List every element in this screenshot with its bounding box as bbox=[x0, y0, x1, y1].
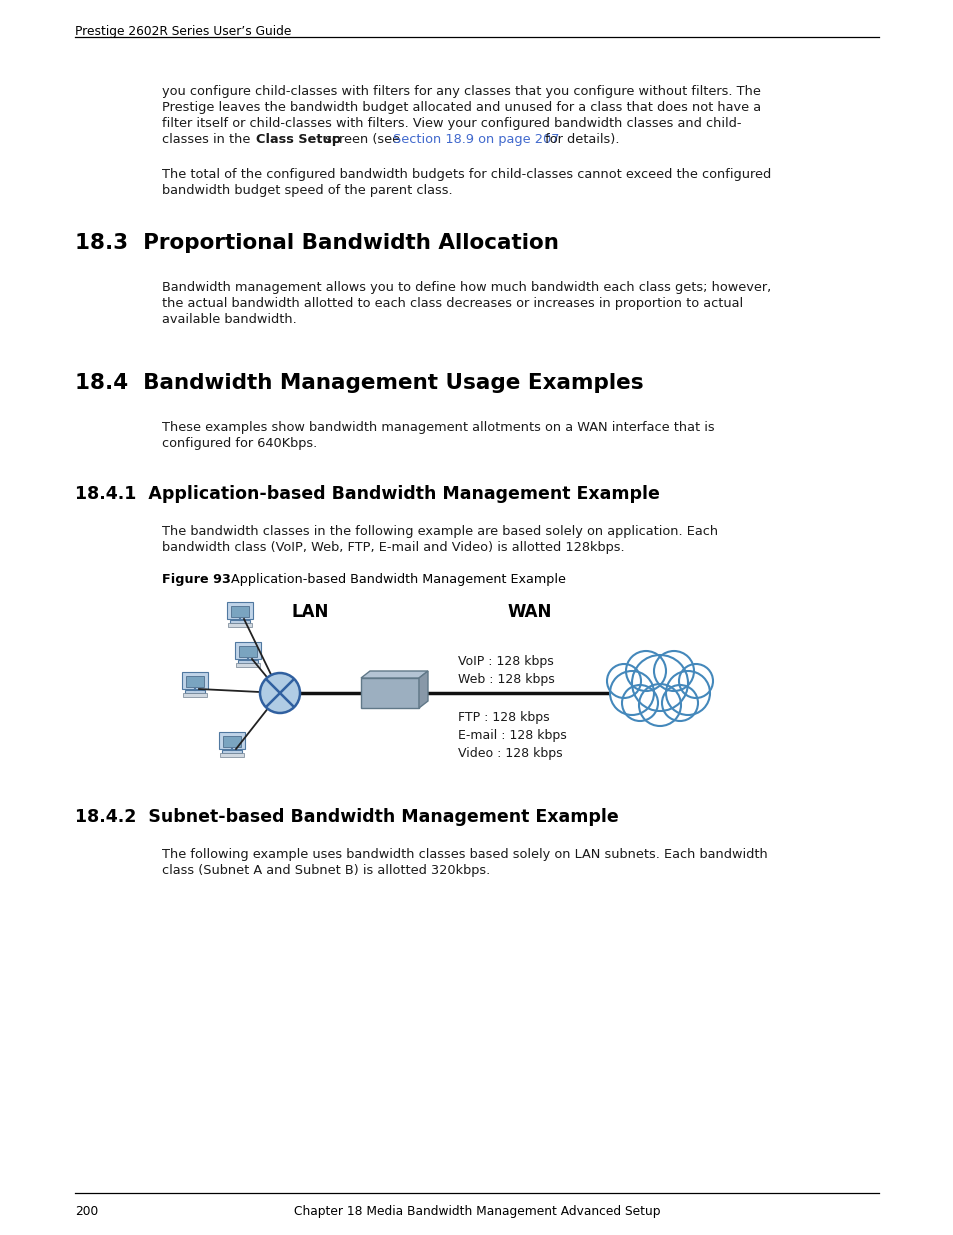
Circle shape bbox=[606, 664, 640, 698]
FancyBboxPatch shape bbox=[237, 659, 258, 663]
Text: Figure 93: Figure 93 bbox=[162, 573, 231, 585]
Text: class (Subnet A and Subnet B) is allotted 320kbps.: class (Subnet A and Subnet B) is allotte… bbox=[162, 864, 490, 877]
Circle shape bbox=[260, 673, 299, 713]
Text: WAN: WAN bbox=[507, 603, 552, 621]
Text: Video : 128 kbps: Video : 128 kbps bbox=[457, 747, 562, 760]
FancyBboxPatch shape bbox=[220, 753, 243, 757]
Text: the actual bandwidth allotted to each class decreases or increases in proportion: the actual bandwidth allotted to each cl… bbox=[162, 296, 742, 310]
Circle shape bbox=[625, 651, 665, 692]
FancyBboxPatch shape bbox=[234, 642, 261, 659]
Text: 200: 200 bbox=[75, 1205, 98, 1218]
Text: Chapter 18 Media Bandwidth Management Advanced Setup: Chapter 18 Media Bandwidth Management Ad… bbox=[294, 1205, 659, 1218]
Text: The total of the configured bandwidth budgets for child-classes cannot exceed th: The total of the configured bandwidth bu… bbox=[162, 168, 770, 182]
Text: LAN: LAN bbox=[291, 603, 329, 621]
FancyBboxPatch shape bbox=[182, 672, 208, 689]
Text: Application-based Bandwidth Management Example: Application-based Bandwidth Management E… bbox=[219, 573, 565, 585]
Circle shape bbox=[679, 664, 712, 698]
Text: available bandwidth.: available bandwidth. bbox=[162, 312, 296, 326]
FancyBboxPatch shape bbox=[231, 605, 249, 616]
Text: classes in the: classes in the bbox=[162, 133, 254, 146]
FancyBboxPatch shape bbox=[230, 620, 250, 622]
Text: bandwidth budget speed of the parent class.: bandwidth budget speed of the parent cla… bbox=[162, 184, 452, 198]
Text: 18.4  Bandwidth Management Usage Examples: 18.4 Bandwidth Management Usage Examples bbox=[75, 373, 643, 393]
Text: Prestige 2602R Series User’s Guide: Prestige 2602R Series User’s Guide bbox=[75, 25, 291, 38]
Text: FTP : 128 kbps: FTP : 128 kbps bbox=[457, 711, 549, 724]
Text: Section 18.9 on page 207: Section 18.9 on page 207 bbox=[393, 133, 558, 146]
Circle shape bbox=[665, 671, 709, 715]
FancyBboxPatch shape bbox=[185, 689, 205, 693]
FancyBboxPatch shape bbox=[223, 736, 241, 747]
FancyBboxPatch shape bbox=[219, 732, 245, 748]
Text: bandwidth class (VoIP, Web, FTP, E-mail and Video) is allotted 128kbps.: bandwidth class (VoIP, Web, FTP, E-mail … bbox=[162, 541, 624, 555]
Text: 18.3  Proportional Bandwidth Allocation: 18.3 Proportional Bandwidth Allocation bbox=[75, 233, 558, 253]
Circle shape bbox=[639, 684, 680, 726]
Text: The following example uses bandwidth classes based solely on LAN subnets. Each b: The following example uses bandwidth cla… bbox=[162, 848, 767, 861]
FancyBboxPatch shape bbox=[228, 624, 252, 627]
Text: E-mail : 128 kbps: E-mail : 128 kbps bbox=[457, 729, 566, 742]
Polygon shape bbox=[360, 678, 418, 708]
FancyBboxPatch shape bbox=[221, 750, 242, 752]
Polygon shape bbox=[360, 671, 428, 678]
Circle shape bbox=[654, 651, 693, 692]
Text: 18.4.1  Application-based Bandwidth Management Example: 18.4.1 Application-based Bandwidth Manag… bbox=[75, 485, 659, 503]
Text: Internet: Internet bbox=[629, 680, 690, 695]
Text: VoIP : 128 kbps: VoIP : 128 kbps bbox=[457, 655, 553, 668]
Text: for details).: for details). bbox=[540, 133, 618, 146]
Text: Class Setup: Class Setup bbox=[255, 133, 340, 146]
Text: 18.4.2  Subnet-based Bandwidth Management Example: 18.4.2 Subnet-based Bandwidth Management… bbox=[75, 808, 618, 826]
FancyBboxPatch shape bbox=[238, 646, 256, 657]
Text: configured for 640Kbps.: configured for 640Kbps. bbox=[162, 437, 317, 450]
Text: Prestige leaves the bandwidth budget allocated and unused for a class that does : Prestige leaves the bandwidth budget all… bbox=[162, 101, 760, 114]
FancyBboxPatch shape bbox=[236, 663, 259, 667]
Circle shape bbox=[631, 655, 687, 711]
Text: filter itself or child-classes with filters. View your configured bandwidth clas: filter itself or child-classes with filt… bbox=[162, 117, 740, 130]
FancyBboxPatch shape bbox=[183, 693, 207, 698]
Circle shape bbox=[609, 671, 654, 715]
FancyBboxPatch shape bbox=[186, 676, 204, 687]
Polygon shape bbox=[418, 671, 428, 708]
Text: These examples show bandwidth management allotments on a WAN interface that is: These examples show bandwidth management… bbox=[162, 421, 714, 433]
Text: Bandwidth management allows you to define how much bandwidth each class gets; ho: Bandwidth management allows you to defin… bbox=[162, 282, 770, 294]
Circle shape bbox=[661, 685, 698, 721]
Text: screen (see: screen (see bbox=[320, 133, 404, 146]
Text: you configure child-classes with filters for any classes that you configure with: you configure child-classes with filters… bbox=[162, 85, 760, 98]
Text: Web : 128 kbps: Web : 128 kbps bbox=[457, 673, 554, 685]
Text: The bandwidth classes in the following example are based solely on application. : The bandwidth classes in the following e… bbox=[162, 525, 718, 538]
Circle shape bbox=[621, 685, 658, 721]
FancyBboxPatch shape bbox=[227, 601, 253, 619]
